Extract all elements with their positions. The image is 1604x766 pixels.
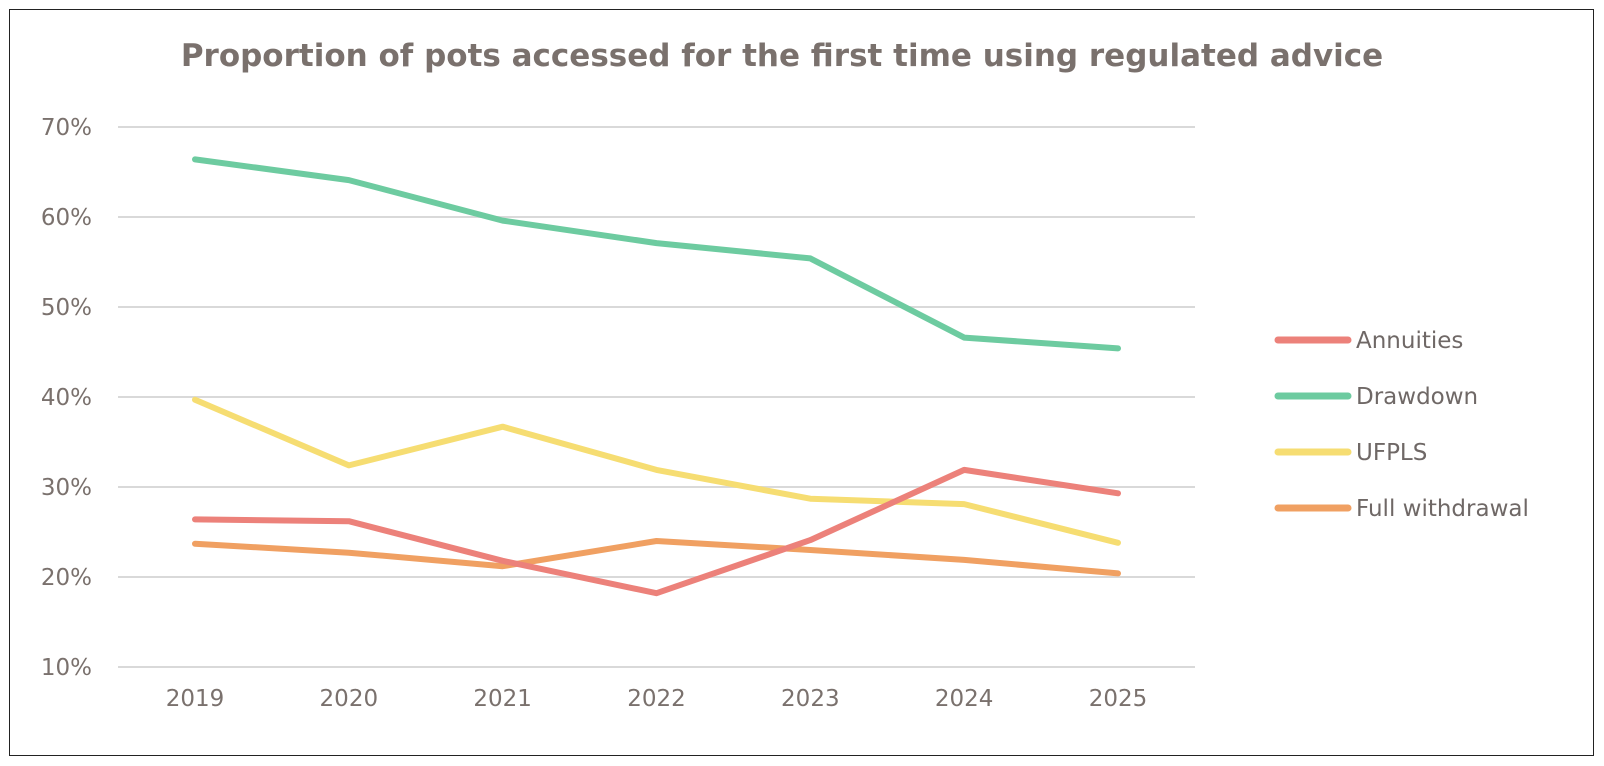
chart-title: Proportion of pots accessed for the firs…: [180, 38, 1384, 74]
y-tick-label: 70%: [41, 115, 92, 141]
x-tick-label: 2023: [781, 686, 840, 712]
series-line-ufpls: [192, 396, 1121, 546]
y-tick-label: 20%: [41, 565, 92, 591]
series-line-annuities: [192, 466, 1121, 597]
x-tick-label: 2024: [935, 686, 994, 712]
legend-label: UFPLS: [1356, 440, 1427, 466]
y-tick-label: 50%: [41, 295, 92, 321]
legend-label: Drawdown: [1356, 384, 1478, 410]
series-line-drawdown: [192, 156, 1121, 352]
legend-label: Full withdrawal: [1356, 496, 1529, 522]
legend-label: Annuities: [1356, 328, 1463, 354]
x-tick-label: 2021: [473, 686, 532, 712]
y-tick-label: 30%: [41, 475, 92, 501]
x-tick-label: 2019: [166, 686, 225, 712]
y-tick-label: 10%: [41, 655, 92, 681]
x-tick-label: 2025: [1089, 686, 1148, 712]
y-tick-label: 60%: [41, 205, 92, 231]
x-tick-label: 2020: [320, 686, 379, 712]
series-line-full-withdrawal: [192, 538, 1121, 577]
x-tick-label: 2022: [627, 686, 686, 712]
chart-frame: [9, 9, 1594, 756]
y-tick-label: 40%: [41, 385, 92, 411]
